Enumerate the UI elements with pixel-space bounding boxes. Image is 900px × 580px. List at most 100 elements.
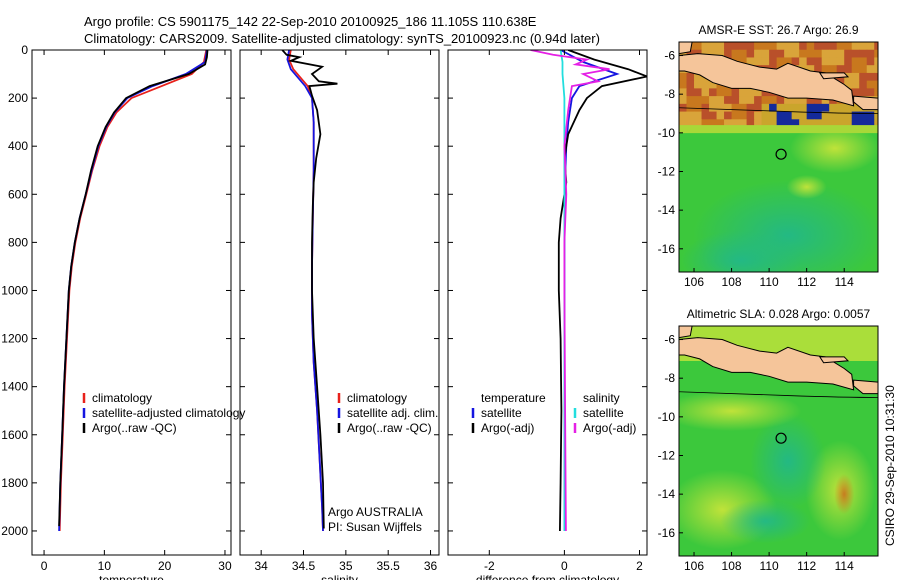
sst-cell bbox=[686, 111, 695, 120]
temperature-ytick-label: 800 bbox=[8, 235, 28, 249]
difference-series-salinity-argo-adj- bbox=[530, 50, 610, 532]
salinity-xtick-label: 36 bbox=[424, 559, 438, 573]
sla_map-ytick-label: -14 bbox=[658, 487, 676, 501]
sst-cell bbox=[799, 103, 808, 113]
sla_map-ytick-label: -6 bbox=[664, 333, 675, 347]
sst-cell bbox=[679, 96, 688, 105]
sal-legend-label: satellite adj. clim. bbox=[347, 406, 438, 420]
sst-cell bbox=[754, 103, 763, 113]
sst_map-xtick-label: 110 bbox=[760, 275, 779, 289]
argo-pi-label: PI: Susan Wijffels bbox=[328, 520, 422, 534]
sst-cell bbox=[836, 103, 845, 113]
sla_map-ytick-label: -12 bbox=[658, 448, 676, 462]
sst_map-field bbox=[679, 42, 878, 272]
sst-cell bbox=[694, 96, 703, 105]
argo-program-label: Argo AUSTRALIA bbox=[328, 505, 423, 519]
sst-cell bbox=[829, 111, 838, 120]
sst-cell bbox=[761, 119, 770, 128]
sst-cell bbox=[739, 88, 748, 97]
sst-cell bbox=[769, 42, 778, 51]
diff-legend-label: Argo(-adj) bbox=[481, 421, 534, 435]
sst-cell bbox=[731, 111, 740, 120]
sst-cell bbox=[844, 111, 853, 120]
sst-cell bbox=[701, 96, 710, 105]
sst-cell bbox=[799, 96, 808, 105]
sst-cell bbox=[679, 119, 688, 128]
sst-cell bbox=[791, 49, 800, 58]
sst-cell bbox=[716, 88, 725, 97]
sst-cell bbox=[739, 111, 748, 120]
salinity-xlabel: salinity bbox=[321, 573, 358, 580]
sst-cell bbox=[761, 42, 770, 51]
sst-cell bbox=[821, 57, 830, 66]
sst-cell bbox=[716, 111, 725, 120]
sst-cell bbox=[844, 57, 853, 66]
sst-cell bbox=[851, 119, 860, 128]
temperature-xlabel: temperature bbox=[99, 573, 164, 580]
sst-cell bbox=[866, 49, 875, 58]
sst-cell bbox=[709, 80, 718, 89]
sst-cell bbox=[776, 42, 785, 51]
sst-cell bbox=[746, 96, 755, 105]
sst-cell bbox=[821, 42, 830, 51]
sst-cell bbox=[709, 42, 718, 51]
land-madura bbox=[818, 356, 850, 364]
sst-cell bbox=[679, 80, 688, 89]
sst-cell bbox=[799, 119, 808, 128]
temperature-series-climatology bbox=[58, 50, 208, 532]
sst-cell bbox=[866, 88, 875, 97]
sst-cell bbox=[814, 119, 823, 128]
temp-legend-label: satellite-adjusted climatology bbox=[92, 406, 245, 420]
sal-legend-label: Argo(..raw -QC) bbox=[347, 421, 432, 435]
diff-legend-header-salinity: salinity bbox=[583, 391, 620, 405]
land-sumatra bbox=[679, 42, 693, 55]
sst-cell bbox=[769, 103, 778, 113]
temp-legend-label: climatology bbox=[92, 391, 152, 405]
sst-cell bbox=[724, 103, 733, 113]
sst-cell bbox=[686, 80, 695, 89]
sst-cell bbox=[814, 103, 823, 113]
sst-cell bbox=[784, 49, 793, 58]
sst-cell bbox=[806, 96, 815, 105]
sst_map-ytick-label: -6 bbox=[664, 49, 675, 63]
sst-cell bbox=[791, 111, 800, 120]
sst-cell bbox=[851, 49, 860, 58]
sst-cell bbox=[784, 119, 793, 128]
temperature-axes-frame bbox=[31, 49, 232, 556]
sst-cell bbox=[844, 80, 853, 89]
sst-cell bbox=[739, 96, 748, 105]
sst-cell bbox=[716, 49, 725, 58]
difference-xtick-label: -2 bbox=[484, 559, 495, 573]
sst-cell bbox=[754, 49, 763, 58]
sst-cell bbox=[709, 119, 718, 128]
sst-cell bbox=[859, 119, 868, 128]
sst-cell bbox=[731, 42, 740, 51]
sst-cell bbox=[844, 65, 853, 74]
temp-legend-label: Argo(..raw -QC) bbox=[92, 421, 177, 435]
difference-series-temperature-argo-adj- bbox=[557, 50, 647, 532]
sst-cell bbox=[844, 119, 853, 128]
sst-cell bbox=[806, 103, 815, 113]
sla_map-ytick-label: -16 bbox=[658, 526, 676, 540]
sst-cell bbox=[821, 96, 830, 105]
sst_map-ytick-label: -8 bbox=[664, 87, 675, 101]
sst-cell bbox=[806, 57, 815, 66]
sst-cell bbox=[874, 119, 878, 128]
sst-cool-patch-sw bbox=[680, 230, 801, 272]
sst-cell bbox=[746, 103, 755, 113]
sst-cell bbox=[851, 80, 860, 89]
sst-cell bbox=[701, 111, 710, 120]
sst-cell bbox=[836, 49, 845, 58]
sst-cell bbox=[731, 119, 740, 128]
sst-cell bbox=[769, 119, 778, 128]
sst-cell bbox=[806, 119, 815, 128]
sst-cell bbox=[769, 49, 778, 58]
diff-legend-label: Argo(-adj) bbox=[583, 421, 636, 435]
sla-low-south bbox=[720, 499, 811, 544]
temperature-panel: 0 10 20 30 temperature 0 200 400 600 800 1000 1200 1… bbox=[1, 43, 245, 580]
sla_map-ytick-label: -8 bbox=[664, 371, 675, 385]
sst-cell bbox=[776, 96, 785, 105]
sst-cell bbox=[784, 57, 793, 66]
sst-cell bbox=[739, 57, 748, 66]
sla-map-panel: 106 108 110 112 114 -6 -8 -10 -12 -14 -16 Altimetri… bbox=[658, 307, 879, 573]
